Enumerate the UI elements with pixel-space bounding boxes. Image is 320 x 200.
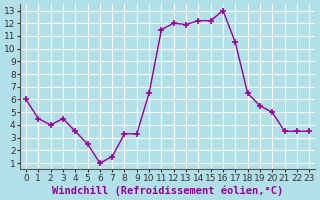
X-axis label: Windchill (Refroidissement éolien,°C): Windchill (Refroidissement éolien,°C) xyxy=(52,185,283,196)
